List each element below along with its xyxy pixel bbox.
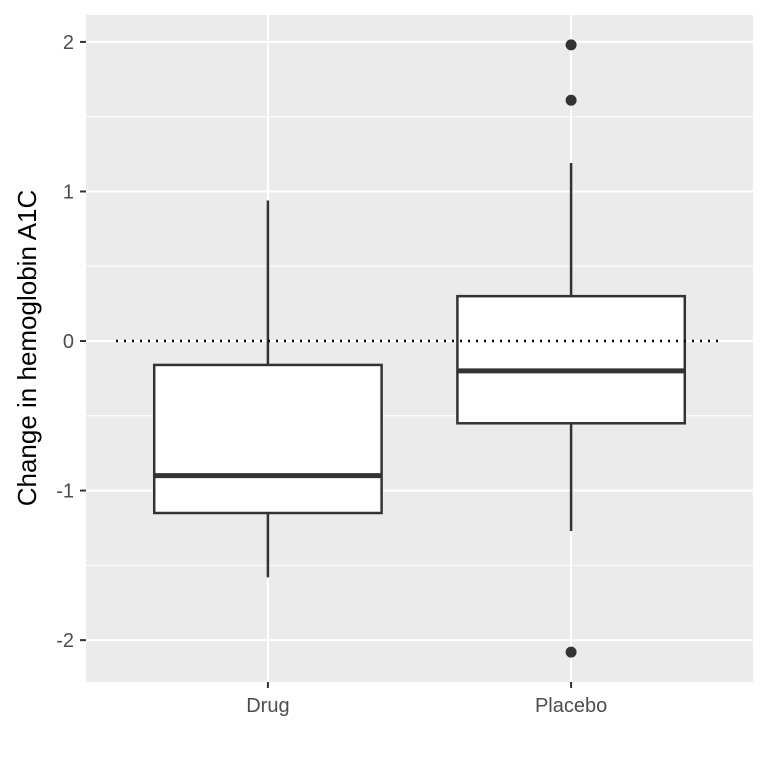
x-axis-ticks: Drug Placebo [246,682,607,717]
box-placebo [456,39,687,658]
iqr-box [456,294,687,425]
outlier-point [565,94,577,106]
y-tick-label: 0 [63,331,74,353]
iqr-box [152,363,383,515]
box-drug [152,200,383,578]
y-tick-label: -2 [56,630,74,652]
outlier-point [565,39,577,51]
x-tick-label: Placebo [535,695,607,717]
boxes-layer [152,39,687,658]
y-tick-label: 2 [63,32,74,54]
y-axis-title: Change in hemoglobin A1C [12,190,42,507]
y-tick-label: -1 [56,481,74,503]
y-axis-ticks: -2 -1 0 1 2 [56,32,86,652]
outlier-point [565,646,577,658]
x-tick-label: Drug [246,695,289,717]
y-tick-label: 1 [63,181,74,203]
